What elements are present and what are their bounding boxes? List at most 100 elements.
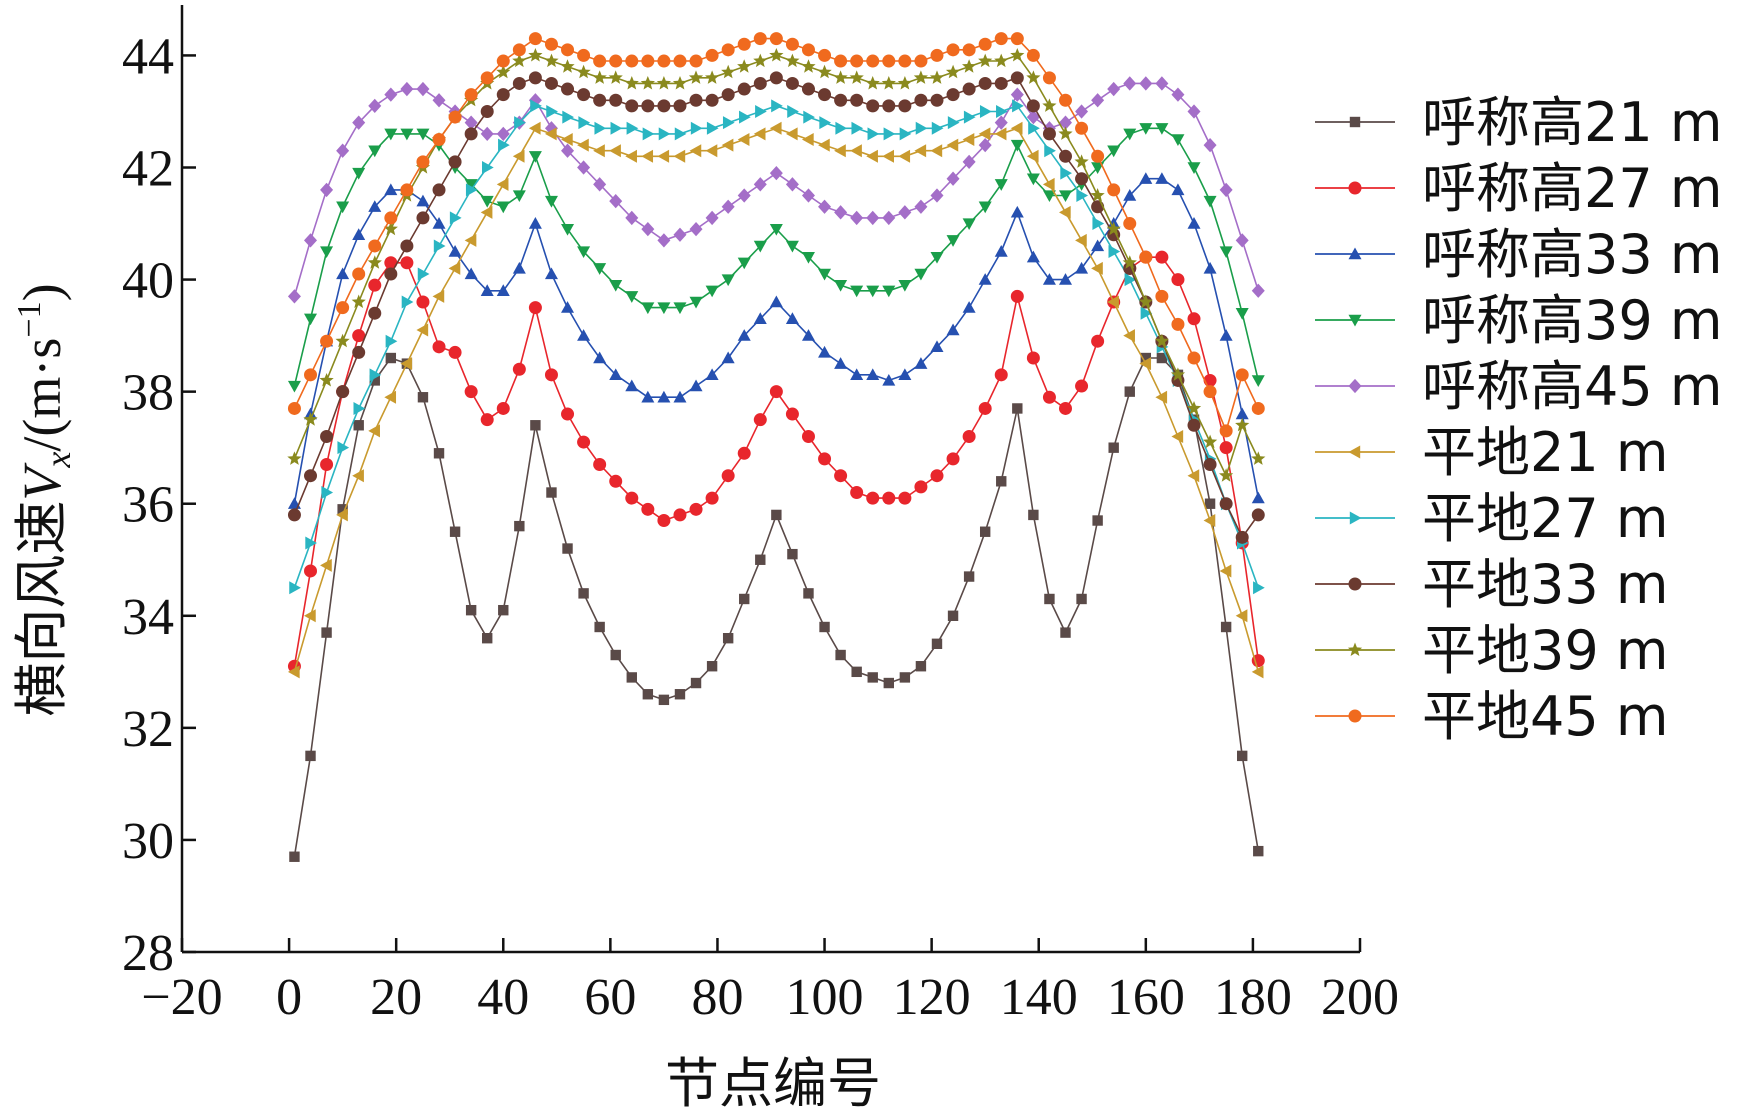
data-point (899, 672, 911, 683)
legend-label: 平地33 m (1422, 553, 1668, 616)
data-point (560, 59, 575, 73)
data-point (609, 144, 621, 158)
data-point (1026, 48, 1040, 62)
data-point (866, 491, 880, 505)
data-point (689, 502, 703, 516)
x-tick-label: 200 (1321, 969, 1399, 1026)
data-point (737, 132, 750, 146)
data-point (593, 457, 607, 471)
x-tick-label: 20 (370, 969, 422, 1026)
x-tick-label: −20 (141, 969, 222, 1026)
data-point (1187, 162, 1201, 175)
data-point (737, 188, 751, 203)
data-point (512, 261, 526, 274)
data-point (882, 491, 896, 505)
data-point (384, 183, 398, 196)
y-tick-label: 42 (122, 141, 174, 198)
data-point (352, 267, 366, 281)
data-point (642, 127, 655, 141)
data-point (946, 323, 960, 336)
data-point (448, 345, 462, 359)
data-point (1042, 127, 1056, 141)
data-point (480, 413, 494, 427)
data-point (336, 143, 350, 158)
legend-label: 平地39 m (1422, 619, 1668, 682)
data-point (914, 199, 928, 214)
data-point (803, 588, 814, 599)
legend-marker (1348, 577, 1362, 591)
data-point (705, 144, 718, 158)
data-point (1107, 81, 1121, 97)
data-point (721, 138, 734, 152)
data-point (561, 132, 573, 146)
data-point (1219, 182, 1233, 198)
data-point (850, 486, 864, 500)
data-point (464, 385, 478, 399)
data-point (528, 48, 543, 62)
data-point (1042, 273, 1056, 285)
data-point (561, 223, 575, 236)
data-point (1253, 845, 1264, 857)
data-point (593, 144, 605, 158)
data-point (496, 201, 510, 214)
y-axis-title-unit-close: ) (12, 283, 72, 301)
data-point (1059, 115, 1072, 130)
data-point (915, 121, 928, 135)
data-point (1235, 530, 1249, 544)
data-point (352, 228, 366, 240)
data-point (834, 469, 848, 483)
data-point (530, 420, 541, 431)
data-point (658, 127, 671, 141)
series-line (293, 54, 1260, 478)
data-point (561, 43, 575, 57)
data-point (1219, 497, 1233, 511)
data-point (514, 520, 525, 532)
data-point (321, 486, 334, 500)
data-point (352, 115, 366, 130)
data-point (1203, 385, 1217, 399)
data-point (496, 177, 509, 191)
data-point (1059, 401, 1072, 415)
data-point (834, 93, 848, 107)
data-point (577, 435, 591, 449)
data-point (1060, 627, 1071, 638)
data-point (657, 54, 671, 68)
data-point (1156, 352, 1168, 364)
data-point (834, 279, 848, 292)
data-point (1251, 508, 1265, 522)
data-point (929, 70, 945, 84)
data-point (834, 144, 846, 158)
data-point (304, 313, 318, 326)
data-point (1075, 172, 1089, 186)
data-point (432, 217, 446, 229)
data-point (898, 149, 911, 163)
data-point (706, 661, 718, 672)
data-point (304, 469, 318, 483)
data-point (962, 43, 976, 57)
data-point (594, 121, 607, 135)
data-point (978, 127, 991, 141)
data-point (818, 48, 832, 62)
data-point (320, 334, 334, 348)
data-point (320, 457, 334, 471)
data-point (369, 375, 380, 386)
data-point (930, 469, 944, 483)
data-point (1092, 217, 1105, 231)
data-point (1059, 273, 1072, 285)
data-point (1076, 593, 1087, 605)
data-point (801, 132, 814, 146)
data-point (930, 251, 944, 264)
data-point (641, 390, 655, 403)
legend-marker (1349, 511, 1362, 525)
data-point (801, 59, 816, 73)
data-point (705, 93, 719, 107)
data-point (352, 329, 366, 343)
data-point (946, 452, 960, 466)
data-point (448, 155, 462, 169)
data-point (1026, 99, 1040, 113)
data-point (1155, 76, 1169, 91)
data-point (1010, 139, 1024, 152)
data-point (368, 424, 380, 438)
data-point (336, 201, 350, 214)
